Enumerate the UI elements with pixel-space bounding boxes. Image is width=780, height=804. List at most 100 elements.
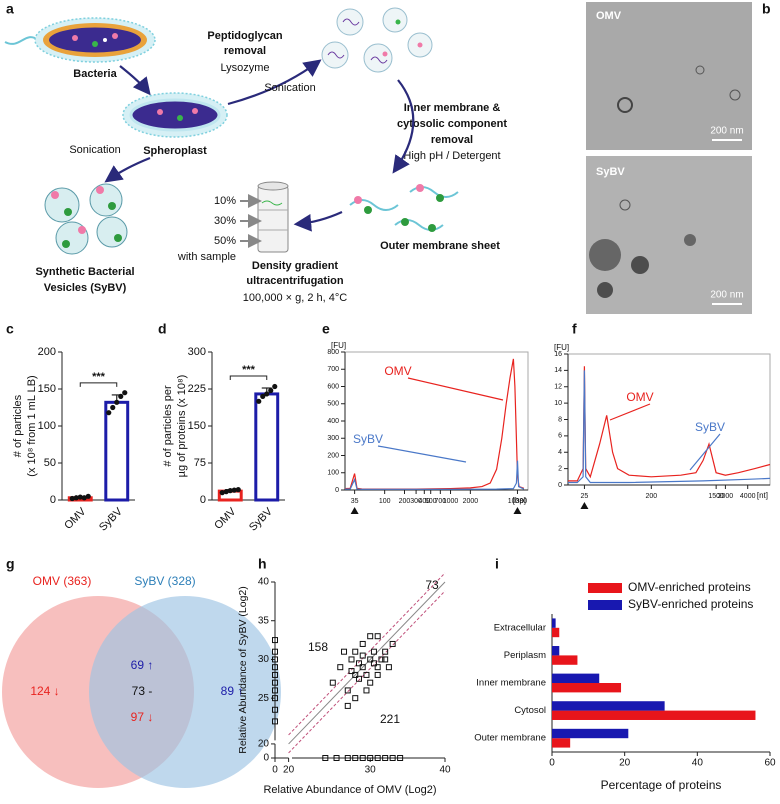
data-point — [85, 493, 91, 499]
x-tick-label: 300 — [410, 498, 422, 505]
data-point — [382, 755, 389, 761]
y-tick-label: 50 — [44, 457, 56, 469]
x-tick-label: 200 — [645, 493, 657, 500]
panel-label: g — [6, 556, 15, 572]
y-tick-label: 300 — [188, 346, 206, 358]
data-point — [272, 706, 278, 713]
y-tick-label: 4 — [558, 449, 562, 456]
data-point — [341, 648, 348, 655]
data-point — [223, 489, 229, 495]
data-point — [382, 648, 389, 655]
y-tick-label: Inner membrane — [476, 678, 546, 689]
y-tick-label: 0 — [263, 753, 269, 764]
data-point — [382, 656, 389, 663]
y-tick-label: 0 — [50, 494, 56, 506]
label: Inner membrane & — [404, 102, 501, 114]
data-point — [231, 487, 237, 493]
x-tick-label: 35 — [351, 498, 359, 505]
x-tick-label: OMV — [62, 505, 89, 532]
y-tick-label: 40 — [258, 577, 270, 588]
data-point — [344, 687, 351, 694]
micrograph-label: OMV — [596, 10, 622, 22]
data-point — [359, 664, 366, 671]
micrographs: OMV 200 nm SyBV 200 nm — [586, 2, 752, 314]
label: removal — [224, 45, 266, 57]
significance-bracket — [79, 382, 118, 387]
marker — [513, 507, 522, 514]
series-label: SyBV — [695, 420, 725, 434]
panel-label: i — [495, 556, 499, 572]
data-point — [272, 648, 278, 655]
venn-circle — [89, 596, 281, 788]
set-label: OMV (363) — [33, 574, 92, 588]
tube — [240, 181, 289, 253]
x-axis-label: Percentage of proteins — [601, 778, 722, 792]
x-tick-label: 20 — [619, 758, 631, 769]
y-tick-label: Outer membrane — [474, 733, 546, 744]
y-tick-label: 700 — [327, 366, 339, 373]
data-point — [355, 675, 362, 682]
y-axis-label: [FU] — [331, 341, 346, 350]
venn: OMV (363) SyBV (328) 124 ↓ 69 ↑ 73 - 97 … — [2, 574, 281, 788]
schematic: Bacteria Peptidoglycan removal Lysozyme … — [4, 7, 507, 304]
data-point — [374, 755, 381, 761]
label: High pH / Detergent — [403, 150, 500, 162]
panel-label: d — [158, 321, 167, 337]
data-point — [264, 391, 270, 397]
x-tick-label: 100 — [379, 498, 391, 505]
identity-line — [288, 581, 446, 745]
y-tick-label: Periplasm — [504, 650, 546, 661]
region-label: 97 ↓ — [131, 710, 154, 724]
x-tick-label: 1500 — [708, 493, 724, 500]
series-line — [345, 460, 525, 490]
legend-label: OMV-enriched proteins — [628, 580, 751, 594]
data-point — [352, 695, 359, 702]
data-point — [118, 393, 124, 399]
data-point — [114, 399, 120, 405]
series-label: OMV — [626, 390, 653, 404]
data-point — [348, 668, 355, 675]
data-point — [367, 679, 374, 686]
data-point — [219, 490, 225, 496]
x-tick-label: 20 — [283, 765, 295, 776]
label: Bacteria — [73, 68, 117, 80]
data-point — [363, 671, 370, 678]
data-point — [272, 656, 278, 663]
x-axis-label: Relative Abundance of OMV (Log2) — [263, 784, 436, 796]
x-tick-label: SyBV — [97, 505, 125, 533]
y-tick-label: 2 — [558, 465, 562, 472]
significance: *** — [242, 364, 256, 376]
y-tick-label: 100 — [327, 470, 339, 477]
data-point — [367, 633, 374, 640]
data-point — [122, 390, 128, 396]
x-tick-label: 30 — [365, 765, 377, 776]
y-tick-label: 500 — [327, 401, 339, 408]
y-tick-label: 30 — [258, 654, 270, 665]
data-point — [367, 755, 374, 761]
data-point — [363, 687, 370, 694]
data-point — [272, 718, 278, 725]
y-tick-label: 14 — [554, 367, 562, 374]
data-point — [337, 664, 344, 671]
x-axis-label: [bp] — [513, 496, 526, 505]
set-label: SyBV (328) — [134, 574, 195, 588]
data-point — [378, 656, 385, 663]
y-tick-label: 6 — [558, 433, 562, 440]
data-point — [272, 695, 278, 702]
annotation-arrow — [689, 433, 721, 471]
x-tick-label: 0 — [272, 765, 278, 776]
y-tick-label: 300 — [327, 435, 339, 442]
data-point — [81, 495, 87, 501]
y-tick-label: 150 — [38, 383, 56, 395]
y-tick-label: 225 — [188, 383, 206, 395]
arrow — [104, 156, 151, 183]
data-point — [227, 488, 233, 494]
label: ultracentrifugation — [246, 275, 343, 287]
label: 30% — [214, 215, 236, 227]
plot-frame — [567, 353, 771, 486]
micrograph — [586, 156, 752, 314]
threshold-line — [288, 572, 446, 736]
data-point — [397, 755, 404, 761]
data-point — [272, 637, 278, 644]
data-point — [355, 660, 362, 667]
